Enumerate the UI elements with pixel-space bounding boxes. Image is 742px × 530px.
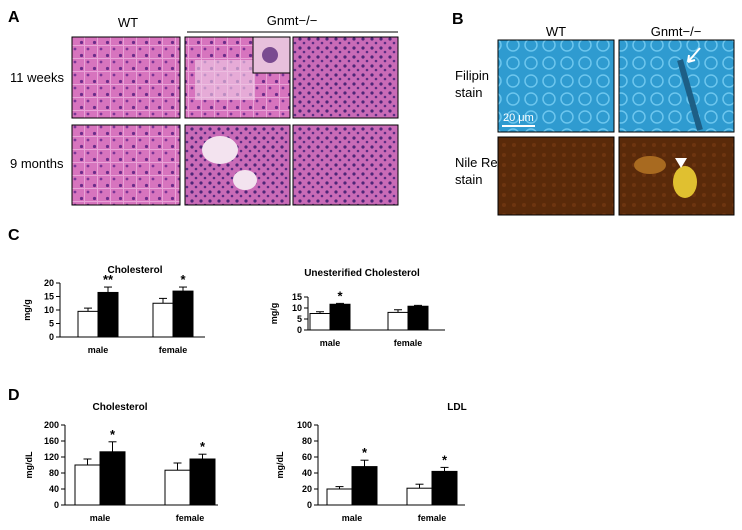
micrograph [71, 36, 181, 119]
bar [407, 305, 429, 331]
y-tick-label: 10 [44, 305, 54, 315]
bar [387, 311, 409, 331]
micrograph [71, 124, 181, 206]
row-label: stain [455, 85, 482, 100]
bar [97, 291, 119, 338]
chart-title: Cholesterol [92, 402, 147, 413]
column-label: WT [118, 15, 138, 30]
arrowhead [675, 158, 687, 168]
y-tick-label: 40 [49, 484, 59, 494]
scale-bar-label: 20 μm [503, 112, 534, 124]
chart-title: Cholesterol [107, 265, 162, 276]
y-tick-label: 20 [44, 278, 54, 288]
y-tick-label: 80 [302, 436, 312, 446]
y-tick-label: 80 [49, 468, 59, 478]
bar [351, 466, 378, 506]
x-tick-label: female [418, 513, 447, 523]
y-tick-label: 120 [44, 452, 59, 462]
bar [77, 310, 99, 338]
chart-title: Unesterified Cholesterol [304, 268, 420, 279]
micrograph [497, 39, 615, 133]
micrograph [292, 124, 399, 206]
y-axis-label: mg/g [269, 303, 279, 325]
bar [406, 487, 433, 506]
y-tick-label: 15 [44, 292, 54, 302]
row-label: 11 weeks [10, 70, 64, 85]
significance-label: * [337, 288, 343, 303]
row-label: Nile Red [455, 155, 505, 170]
y-tick-label: 15 [292, 292, 302, 302]
micrograph [618, 39, 735, 133]
x-tick-label: male [90, 513, 111, 523]
vessel [677, 59, 703, 131]
y-tick-label: 0 [307, 500, 312, 510]
row-label: Filipin [455, 68, 489, 83]
bar [99, 451, 126, 506]
micrograph [497, 136, 615, 216]
row-label: stain [455, 172, 482, 187]
y-tick-label: 60 [302, 452, 312, 462]
vacuole [233, 170, 257, 190]
y-tick-label: 20 [302, 484, 312, 494]
y-tick-label: 0 [49, 332, 54, 342]
y-tick-label: 5 [297, 314, 302, 324]
x-tick-label: male [320, 338, 341, 348]
lipid-droplet [673, 166, 697, 198]
x-tick-label: female [176, 513, 205, 523]
micrograph [184, 124, 291, 206]
column-label: Gnmt−/− [651, 24, 702, 39]
significance-label: ** [103, 272, 114, 287]
row-label: 9 months [10, 156, 64, 171]
bar [326, 488, 353, 506]
y-axis-label: mg/g [22, 299, 32, 321]
y-tick-label: 5 [49, 319, 54, 329]
column-label: WT [546, 24, 566, 39]
panel-label: D [8, 387, 20, 404]
significance-label: * [180, 272, 186, 287]
y-tick-label: 100 [297, 420, 312, 430]
bar [172, 290, 194, 338]
y-axis-label: mg/dL [275, 451, 285, 478]
panel-label: A [8, 9, 20, 26]
y-tick-label: 200 [44, 420, 59, 430]
bar [164, 469, 191, 506]
lipid-area [195, 60, 255, 100]
panel-label: C [8, 227, 20, 244]
micrograph [292, 36, 399, 119]
lipid-droplet [634, 156, 666, 174]
bar [329, 303, 351, 331]
y-tick-label: 0 [54, 500, 59, 510]
y-axis-label: mg/dL [24, 451, 34, 478]
y-tick-label: 40 [302, 468, 312, 478]
significance-label: * [442, 452, 448, 467]
bar [309, 313, 331, 331]
x-tick-label: female [394, 338, 423, 348]
y-tick-label: 10 [292, 303, 302, 313]
inset-cell [262, 47, 278, 63]
y-tick-label: 160 [44, 436, 59, 446]
y-tick-label: 0 [297, 325, 302, 335]
arrow [687, 47, 701, 63]
bar [74, 464, 101, 506]
significance-label: * [362, 445, 368, 460]
column-label: Gnmt−/− [267, 13, 318, 28]
vacuole [202, 136, 238, 164]
chart-title: LDL [447, 402, 466, 413]
bar [431, 470, 458, 506]
bar [152, 302, 174, 338]
significance-label: * [200, 439, 206, 454]
panel-label: B [452, 11, 464, 28]
x-tick-label: female [159, 345, 188, 355]
significance-label: * [110, 427, 116, 442]
x-tick-label: male [88, 345, 109, 355]
x-tick-label: male [342, 513, 363, 523]
bar [189, 458, 216, 506]
